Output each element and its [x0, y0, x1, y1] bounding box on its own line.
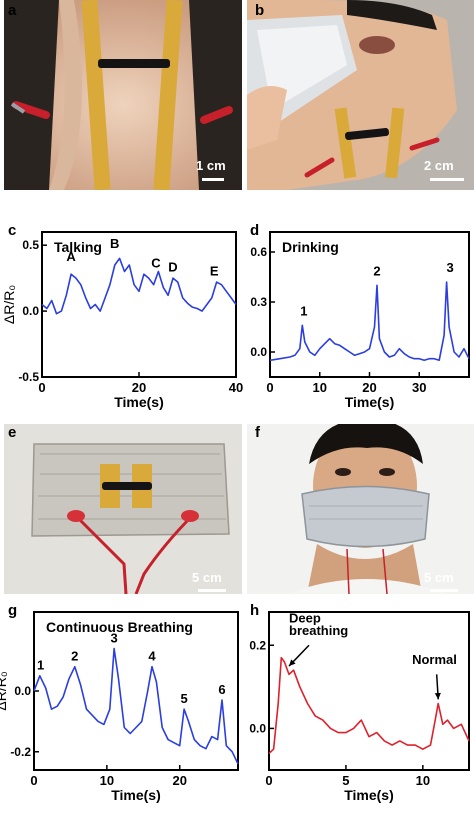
- x-tick-label: 10: [100, 773, 114, 788]
- peak-annotation: 1: [300, 303, 307, 318]
- y-tick-label: 0.0: [249, 721, 266, 735]
- peak-annotation: 3: [446, 260, 453, 275]
- panel-label-d: d: [250, 222, 260, 239]
- peak-annotation: Normal: [412, 652, 457, 667]
- photo-e-mask-sensor: [4, 424, 242, 594]
- x-axis-label: Time(s): [114, 394, 164, 410]
- peak-annotation: breathing: [289, 623, 348, 638]
- peak-annotation: A: [66, 249, 76, 264]
- x-tick-label: 20: [132, 380, 146, 395]
- panel-label-f: f: [255, 424, 260, 441]
- peak-annotation: 2: [71, 649, 78, 664]
- y-tick-label: 0.0: [14, 684, 31, 698]
- x-tick-label: 0: [30, 773, 37, 788]
- x-tick-label: 10: [313, 380, 327, 395]
- scale-label-a: 1 cm: [196, 158, 226, 173]
- peak-annotation: 4: [148, 649, 156, 664]
- y-tick-label: 0.0: [22, 304, 39, 318]
- y-axis-label: ΔR/R₀: [243, 285, 245, 324]
- y-axis-label: ΔR/R₀: [1, 285, 17, 324]
- x-tick-label: 20: [172, 773, 186, 788]
- x-tick-label: 30: [412, 380, 426, 395]
- x-axis-label: Time(s): [345, 394, 395, 410]
- peak-annotation: 3: [111, 630, 118, 645]
- x-tick-label: 0: [266, 380, 273, 395]
- peak-annotation: C: [151, 256, 161, 271]
- y-axis-label: ΔR/R₀: [243, 671, 244, 710]
- plot-frame: [268, 611, 470, 771]
- peak-annotation: 2: [373, 263, 380, 278]
- scale-label-b: 2 cm: [424, 158, 454, 173]
- annotation-arrowhead: [434, 692, 441, 700]
- peak-annotation: 6: [218, 682, 225, 697]
- y-tick-label: 0.2: [249, 638, 266, 652]
- y-tick-label: 0.0: [250, 345, 267, 359]
- panel-label-h: h: [250, 602, 260, 619]
- y-tick-label: -0.2: [10, 745, 31, 759]
- panel-label-a: a: [8, 2, 17, 19]
- panel-label-b: b: [255, 2, 265, 19]
- x-tick-label: 40: [229, 380, 243, 395]
- x-tick-label: 10: [416, 773, 430, 788]
- photo-f-mask-wearer: [247, 424, 474, 594]
- scale-bar-b: [430, 178, 464, 181]
- peak-annotation: E: [210, 264, 219, 279]
- y-tick-label: 0.5: [22, 238, 39, 252]
- peak-annotation: Deep: [289, 610, 321, 625]
- panel-label-g: g: [8, 602, 18, 619]
- series-line: [33, 647, 239, 765]
- x-tick-label: 20: [362, 380, 376, 395]
- peak-annotation: D: [168, 260, 177, 275]
- x-tick-label: 0: [38, 380, 45, 395]
- chart-continuous-breathing: 0 10 20 0.0 -0.2 Time(s) ΔR/R₀ Continuous Breat…: [0, 611, 239, 803]
- chart-drinking: 0 10 20 30 0.0 0.3 0.6 Time(s) ΔR/R₀ Drinking 1 2 3: [243, 231, 470, 410]
- y-tick-label: 0.3: [250, 295, 267, 309]
- series-line: [269, 281, 470, 362]
- y-tick-label: -0.5: [18, 370, 39, 384]
- peak-annotation: 5: [180, 691, 187, 706]
- photo-a-neck-sensor: [4, 0, 242, 190]
- x-axis-label: Time(s): [111, 787, 161, 803]
- y-tick-label: 0.6: [250, 245, 267, 259]
- scale-bar-f: [430, 589, 458, 592]
- series-line: [268, 656, 470, 754]
- chart-title: Drinking: [282, 239, 339, 255]
- chart-title: Talking: [54, 239, 102, 255]
- x-axis-label: Time(s): [344, 787, 394, 803]
- scale-bar-e: [198, 589, 226, 592]
- panel-label-c: c: [8, 222, 17, 239]
- chart-title: Continuous Breathing: [46, 619, 193, 635]
- panel-label-e: e: [8, 424, 17, 441]
- scale-bar-a: [202, 178, 224, 181]
- series-line: [41, 257, 237, 315]
- scale-label-f: 5 cm: [424, 570, 454, 585]
- x-tick-label: 0: [265, 773, 272, 788]
- peak-annotation: 1: [37, 658, 44, 673]
- scale-label-e: 5 cm: [192, 570, 222, 585]
- x-tick-label: 5: [342, 773, 349, 788]
- y-axis-label: ΔR/R₀: [0, 671, 9, 710]
- peak-annotation: B: [110, 236, 119, 251]
- annotation-arrowhead: [289, 659, 296, 667]
- photo-b-drinking: [247, 0, 474, 190]
